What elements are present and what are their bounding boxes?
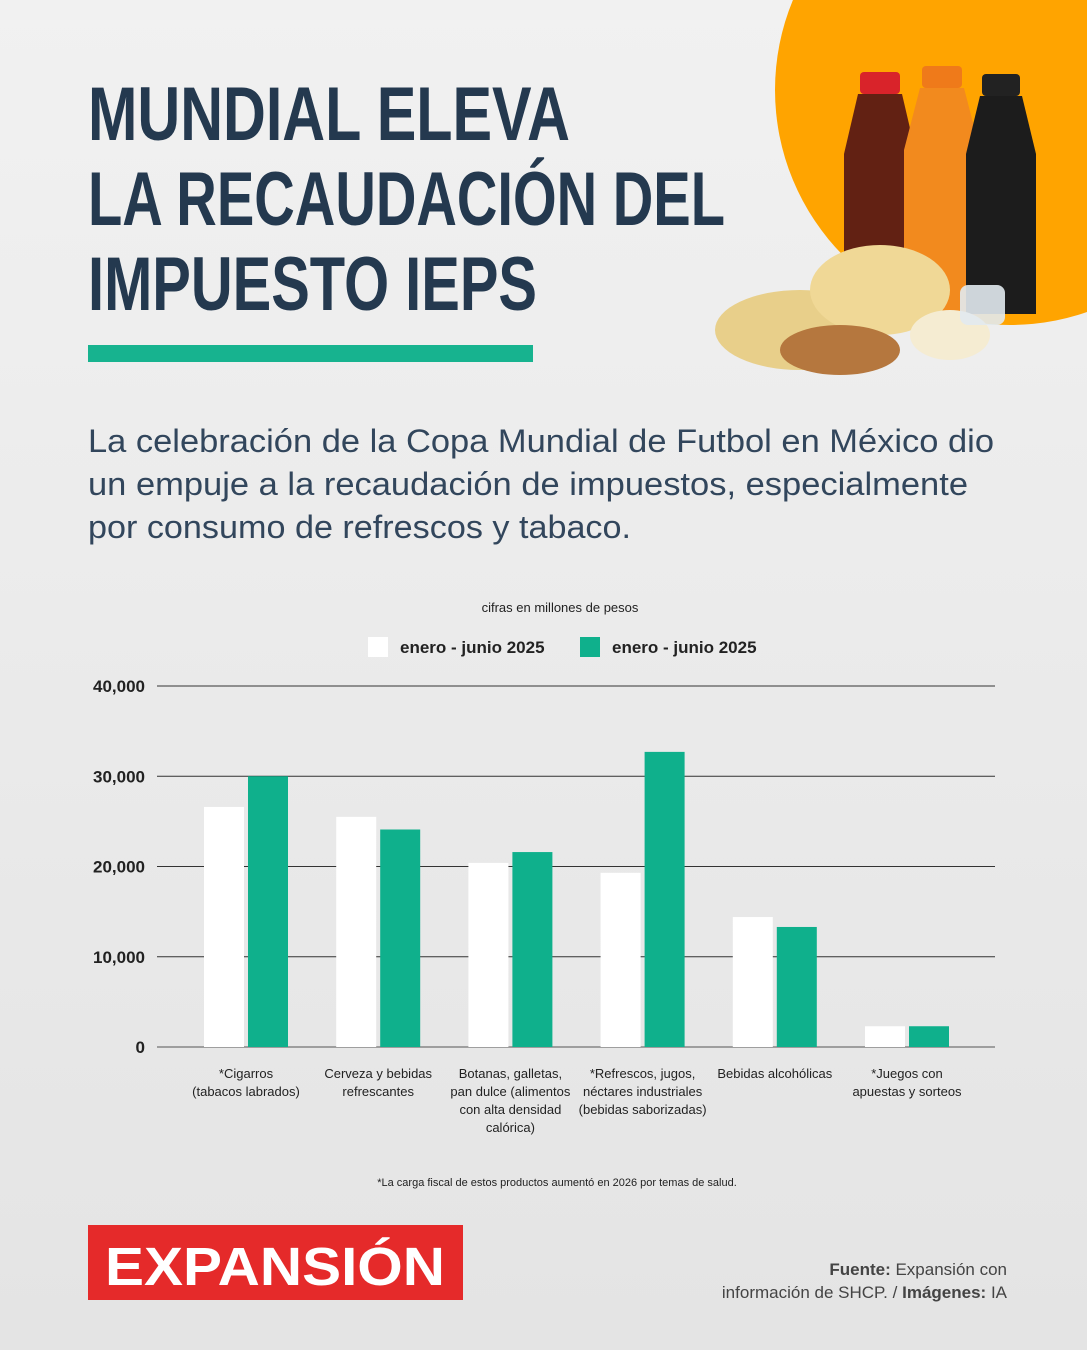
intro-line: La celebración de la Copa Mundial de Fut… <box>88 423 994 459</box>
legend-label: enero - junio 2025 <box>612 638 757 657</box>
accent-bar <box>88 345 533 362</box>
logo-text: EXPANSIÓN <box>105 1237 445 1297</box>
x-tick-label: *Juegos con <box>871 1066 943 1081</box>
y-tick-label: 0 <box>136 1038 145 1057</box>
logo <box>88 1225 463 1300</box>
images-text: IA <box>991 1283 1008 1302</box>
bar <box>865 1026 905 1047</box>
footnote: *La carga fiscal de estos productos aume… <box>377 1177 737 1189</box>
y-tick-label: 40,000 <box>93 677 145 696</box>
bar <box>776 926 817 1047</box>
bar <box>336 816 377 1047</box>
intro-line: por consumo de refrescos y tabaco. <box>88 509 631 545</box>
bar <box>909 1026 949 1047</box>
x-tick-label: néctares industriales <box>583 1084 703 1099</box>
source: Fuente: Expansión con <box>829 1260 1007 1279</box>
x-tick-label: (bebidas saborizadas) <box>579 1102 707 1117</box>
x-tick-label: *Refrescos, jugos, <box>590 1066 696 1081</box>
chart-note: cifras en millones de pesos <box>482 600 639 615</box>
source-label: Fuente: <box>829 1260 890 1279</box>
illustration <box>715 0 1087 375</box>
separator: / <box>893 1283 898 1302</box>
title-line: MUNDIAL ELEVA <box>88 72 570 157</box>
bar <box>644 751 685 1047</box>
legend-swatch <box>580 637 600 657</box>
source: información de SHCP. / Imágenes: IA <box>722 1283 1008 1302</box>
title-line: LA RECAUDACIÓN DEL <box>88 157 725 242</box>
snacks <box>715 245 1005 375</box>
bar <box>204 806 244 1047</box>
x-tick-label: Botanas, galletas, <box>459 1066 562 1081</box>
y-tick-label: 30,000 <box>93 767 145 786</box>
bar <box>380 829 421 1047</box>
bar <box>732 917 773 1047</box>
source-text: Expansión con <box>895 1260 1007 1279</box>
title: MUNDIAL ELEVA LA RECAUDACIÓN DEL IMPUEST… <box>88 72 725 327</box>
bar <box>468 862 509 1047</box>
y-tick-label: 20,000 <box>93 858 145 877</box>
x-tick-label: *Cigarros <box>219 1066 274 1081</box>
x-tick-label: (tabacos labrados) <box>192 1084 300 1099</box>
images-label: Imágenes: <box>902 1283 986 1302</box>
x-tick-label: con alta densidad <box>459 1102 561 1117</box>
title-line: IMPUESTO IEPS <box>88 242 537 327</box>
x-tick-label: calórica) <box>486 1120 535 1135</box>
intro: La celebración de la Copa Mundial de Fut… <box>88 423 994 545</box>
x-tick-label: apuestas y sorteos <box>852 1084 962 1099</box>
intro-line: un empuje a la recaudación de impuestos,… <box>88 466 968 502</box>
x-tick-label: pan dulce (alimentos <box>450 1084 570 1099</box>
y-tick-label: 10,000 <box>93 948 145 967</box>
x-tick-label: refrescantes <box>342 1084 414 1099</box>
legend-label: enero - junio 2025 <box>400 638 545 657</box>
bar <box>248 776 288 1047</box>
bottles <box>844 66 1036 315</box>
x-tick-label: Bebidas alcohólicas <box>717 1066 832 1081</box>
bar <box>600 872 641 1047</box>
source-text: información de SHCP. <box>722 1283 888 1302</box>
bar <box>512 852 553 1047</box>
x-tick-label: Cerveza y bebidas <box>324 1066 432 1081</box>
legend-swatch <box>368 637 388 657</box>
